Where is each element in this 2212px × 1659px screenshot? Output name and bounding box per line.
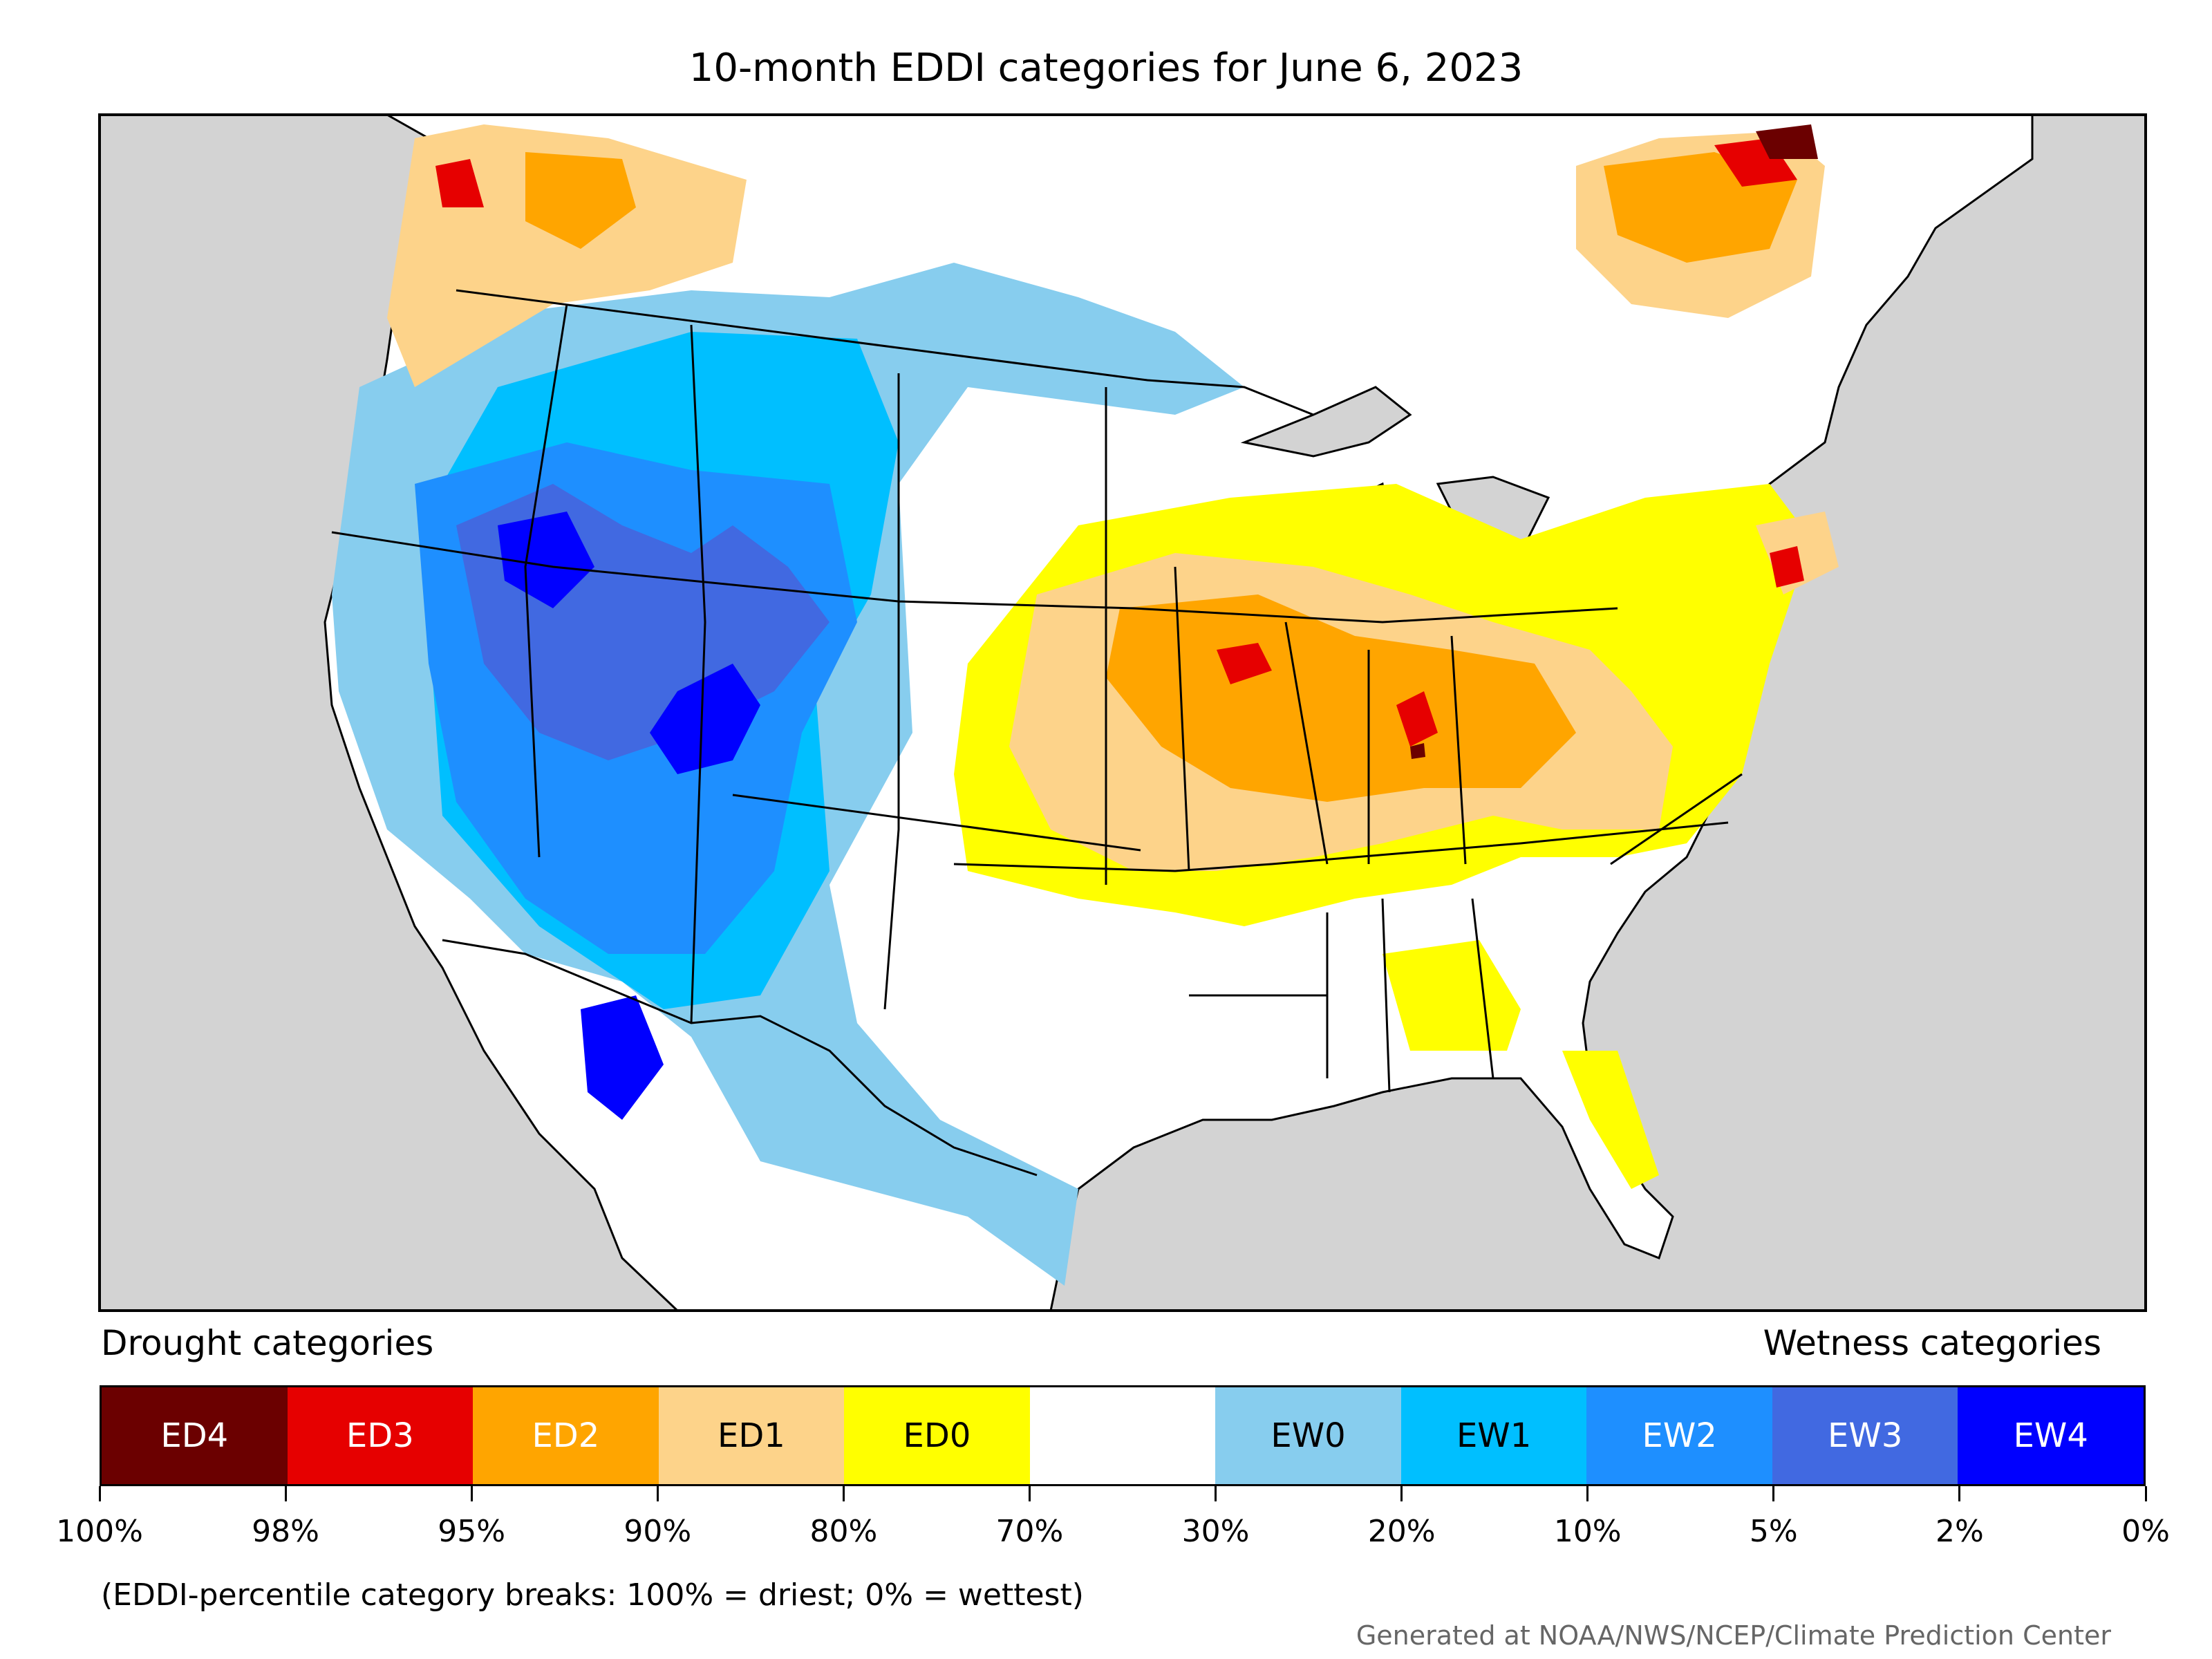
legend-cell-ew2: EW2 [1586,1387,1772,1484]
legend-colorbar: ED4 ED3 ED2 ED1 ED0 EW0 EW1 EW2 EW3 EW4 [100,1385,2146,1486]
legend-cell-ed2: ED2 [473,1387,659,1484]
legend-break-label: 5% [1749,1514,1798,1549]
legend-tick [470,1486,473,1501]
legend-break-label: 100% [56,1514,143,1549]
region-ed2 [525,152,1797,802]
legend-break-label: 80% [809,1514,878,1549]
legend-break-label: 20% [1367,1514,1436,1549]
map-frame [98,113,2147,1312]
legend-tick [1028,1486,1031,1501]
drought-regions [387,124,1839,1189]
wetness-categories-heading: Wetness categories [1763,1323,2101,1363]
figure-title: 10-month EDDI categories for June 6, 202… [688,46,1524,91]
legend-break-label: 0% [2121,1514,2170,1549]
legend-tick [1586,1486,1589,1501]
drought-categories-heading: Drought categories [101,1323,434,1363]
legend-tick [1958,1486,1961,1501]
legend-break-label: 10% [1553,1514,1622,1549]
legend-break-label: 98% [252,1514,319,1549]
region-ed1-ne [1576,131,1839,594]
legend-tick [1772,1486,1775,1501]
mexico-us-border [442,939,1038,1177]
legend-break-label: 90% [624,1514,692,1549]
legend-tick [2144,1486,2147,1501]
legend-tick [842,1486,845,1501]
legend-cell-ed1: ED1 [658,1387,845,1484]
legend-tick [1215,1486,1217,1501]
legend-tick [656,1486,659,1501]
legend-tick [284,1486,287,1501]
legend-break-label: 95% [438,1514,506,1549]
noaa-credit: Generated at NOAA/NWS/NCEP/Climate Predi… [1356,1620,2111,1651]
legend-cell-ew4: EW4 [1958,1387,2144,1484]
legend-break-label: 70% [995,1514,1064,1549]
state-borders [331,303,1743,1093]
legend-break-label: 30% [1181,1514,1250,1549]
legend-cell-ed3: ED3 [287,1387,474,1484]
region-ed0-south [1382,940,1659,1189]
legend-cell-ed4: ED4 [102,1387,288,1484]
legend-cell-ew0: EW0 [1215,1387,1401,1484]
political-borders [331,289,1743,1177]
legend-tick [1400,1486,1403,1501]
legend-break-label: 2% [1936,1514,1984,1549]
legend-cell-ed0: ED0 [844,1387,1030,1484]
legend-cell-neutral [1029,1387,1216,1484]
canada-us-border [456,289,1314,416]
legend-tick [98,1486,101,1501]
percentile-footnote: (EDDI-percentile category breaks: 100% =… [101,1577,1084,1613]
legend-cell-ew1: EW1 [1400,1387,1587,1484]
legend-cell-ew3: EW3 [1772,1387,1958,1484]
